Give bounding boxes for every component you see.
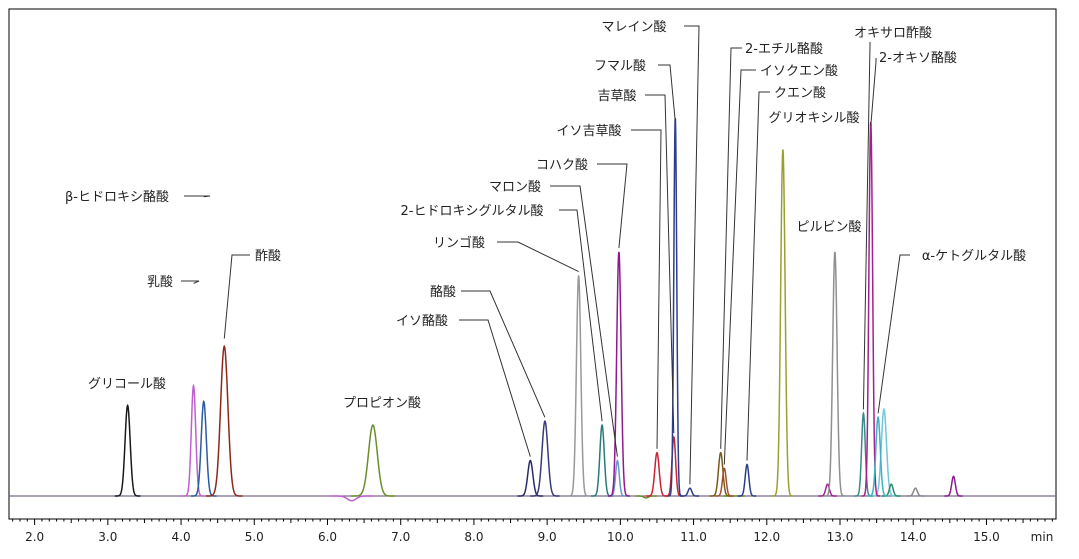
- leader-line: [597, 163, 628, 248]
- leader-line: [746, 91, 770, 461]
- x-tick-label: 15.0: [973, 530, 1000, 544]
- peak-label: イソ吉草酸: [556, 124, 621, 139]
- leader-line: [181, 280, 200, 284]
- leader-line: [720, 47, 742, 449]
- peak-label: マロン酸: [489, 180, 541, 195]
- peak-14: [680, 487, 700, 497]
- peak-15: [709, 451, 732, 497]
- peak-label: フマル酸: [594, 59, 646, 74]
- minor-peak-1: [871, 407, 897, 497]
- peak-0: [114, 403, 141, 497]
- x-tick-label: 7.0: [391, 530, 410, 544]
- x-tick-label: 8.0: [464, 530, 483, 544]
- x-tick-label: 10.0: [607, 530, 634, 544]
- peak-7: [567, 275, 590, 497]
- peak-16: [715, 467, 734, 497]
- leader-line: [461, 290, 546, 418]
- peak-label: 2-エチル酪酸: [745, 41, 823, 57]
- peak-label: イソ酪酸: [396, 313, 448, 329]
- x-tick-label: 11.0: [680, 530, 707, 544]
- peak-3: [205, 344, 243, 497]
- x-tick-label: 3.0: [98, 530, 117, 544]
- peak-22: [867, 415, 890, 497]
- peak-label: 酢酸: [255, 249, 281, 264]
- leader-line: [658, 64, 676, 122]
- minor-peak-7: [329, 495, 374, 502]
- peak-4: [350, 424, 395, 497]
- peak-label: α-ケトグルタル酸: [922, 249, 1026, 264]
- leader-line: [459, 319, 531, 457]
- peak-label: グリオキシル酸: [768, 111, 859, 126]
- x-tick-label: 13.0: [827, 530, 854, 544]
- peak-5: [517, 459, 544, 497]
- x-axis-ticks: 2.0 3.0 4.0 5.0 6.0 7.0 8.0 9.0 10.0 11.0 12.0 13.0…: [12, 519, 1053, 544]
- leader-line: [497, 241, 579, 273]
- peak-1: [182, 383, 205, 497]
- minor-peak-4: [944, 475, 963, 497]
- peak-label: クエン酸: [774, 86, 826, 101]
- leader-line: [184, 195, 211, 198]
- leader-line: [559, 209, 603, 422]
- x-axis-unit-label: min: [1031, 530, 1054, 544]
- minor-peak-3: [906, 487, 925, 497]
- minor-peak-6: [635, 495, 657, 499]
- peak-label: 乳酸: [147, 275, 173, 290]
- peak-label: 2-オキソ酪酸: [879, 50, 957, 66]
- peak-10: [607, 251, 630, 497]
- leader-line: [645, 94, 675, 434]
- peak-traces: [9, 117, 1056, 502]
- peak-18: [771, 149, 794, 497]
- leader-line: [870, 58, 877, 126]
- peak-label: マレイン酸: [601, 20, 666, 35]
- x-tick-label: 2.0: [25, 530, 44, 544]
- peak-label: リンゴ酸: [433, 235, 485, 251]
- leader-line: [684, 25, 700, 485]
- peak-8: [591, 423, 614, 497]
- peak-label: 吉草酸: [597, 89, 636, 104]
- leader-line: [550, 185, 618, 457]
- peak-19: [823, 251, 846, 497]
- peak-label: プロピオン酸: [343, 396, 421, 411]
- peak-label: グリコール酸: [88, 377, 166, 392]
- x-tick-label: 5.0: [245, 530, 264, 544]
- leader-line: [223, 254, 250, 339]
- x-tick-label: 9.0: [538, 530, 557, 544]
- peak-17: [737, 463, 757, 497]
- peak-label: ピルビン酸: [796, 220, 861, 235]
- peak-label: 2-ヒドロキシグルタル酸: [401, 204, 544, 219]
- peak-label: イソクエン酸: [760, 64, 838, 79]
- peak-label: コハク酸: [536, 158, 588, 173]
- peak-label: β-ヒドロキシ酪酸: [65, 189, 169, 205]
- x-tick-label: 6.0: [318, 530, 337, 544]
- leader-line: [723, 69, 756, 465]
- peak-label: 酪酸: [430, 284, 456, 300]
- x-tick-label: 12.0: [753, 530, 780, 544]
- peak-20: [854, 411, 873, 497]
- peak-11: [645, 451, 668, 497]
- peak-12: [664, 435, 683, 497]
- leader-line: [631, 129, 662, 449]
- x-tick-label: 4.0: [172, 530, 191, 544]
- x-tick-label: 14.0: [900, 530, 927, 544]
- leader-line: [862, 42, 871, 410]
- peak-label: オキサロ酢酸: [854, 26, 932, 41]
- leader-line: [877, 254, 910, 414]
- peak-6: [530, 419, 560, 497]
- minor-peak-0: [818, 483, 837, 497]
